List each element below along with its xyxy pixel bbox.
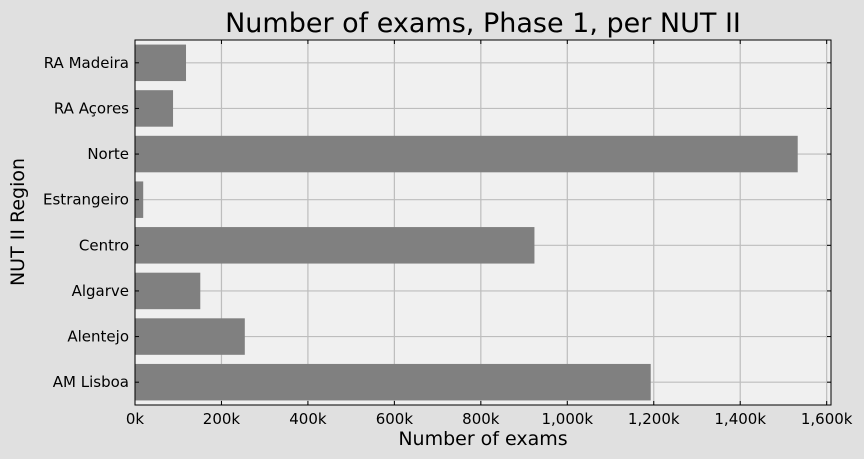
y-tick-label: RA Madeira (44, 54, 129, 72)
x-tick-label: 400k (289, 410, 327, 428)
x-tick-label: 1,200k (628, 410, 680, 428)
x-tick-label: 200k (203, 410, 241, 428)
y-tick-label: Norte (87, 145, 129, 163)
x-tick-label: 0k (126, 410, 145, 428)
bars (135, 44, 798, 401)
y-tick-label: AM Lisboa (53, 373, 129, 391)
grid-lines (134, 40, 831, 405)
x-tick-label: 1,000k (541, 410, 593, 428)
x-axis-label: Number of exams (398, 428, 567, 450)
plot-area (135, 40, 831, 405)
x-tick-label: 800k (462, 410, 500, 428)
y-axis-label: NUT II Region (7, 158, 29, 286)
bar-ra-madeira (135, 44, 187, 82)
x-tick-labels: 0k 200k 400k 600k 800k 1,000k 1,200k 1,400k 1,60… (126, 410, 853, 428)
bar-ra-a-ores (135, 90, 174, 127)
y-tick-label: Algarve (72, 282, 129, 300)
bar-am-lisboa (135, 363, 651, 401)
x-tick-label: 1,600k (801, 410, 853, 428)
y-tick-label: Centro (79, 236, 129, 254)
y-tick-labels: AM Lisboa Alentejo Algarve Centro Estrangeir… (43, 54, 129, 391)
x-tick-label: 1,400k (714, 410, 766, 428)
bar-centro (135, 227, 535, 264)
y-tick-label: Alentejo (67, 328, 129, 346)
ticks (134, 40, 831, 405)
bar-alentejo (135, 318, 245, 355)
y-tick-label: RA Açores (54, 99, 129, 117)
bar-estrangeiro (135, 181, 144, 218)
plot-frame (134, 39, 832, 406)
x-tick-label: 600k (376, 410, 414, 428)
bar-algarve (135, 272, 201, 310)
bar-norte (135, 135, 798, 173)
y-tick-label: Estrangeiro (43, 191, 129, 209)
chart-title: Number of exams, Phase 1, per NUT II (225, 8, 741, 39)
